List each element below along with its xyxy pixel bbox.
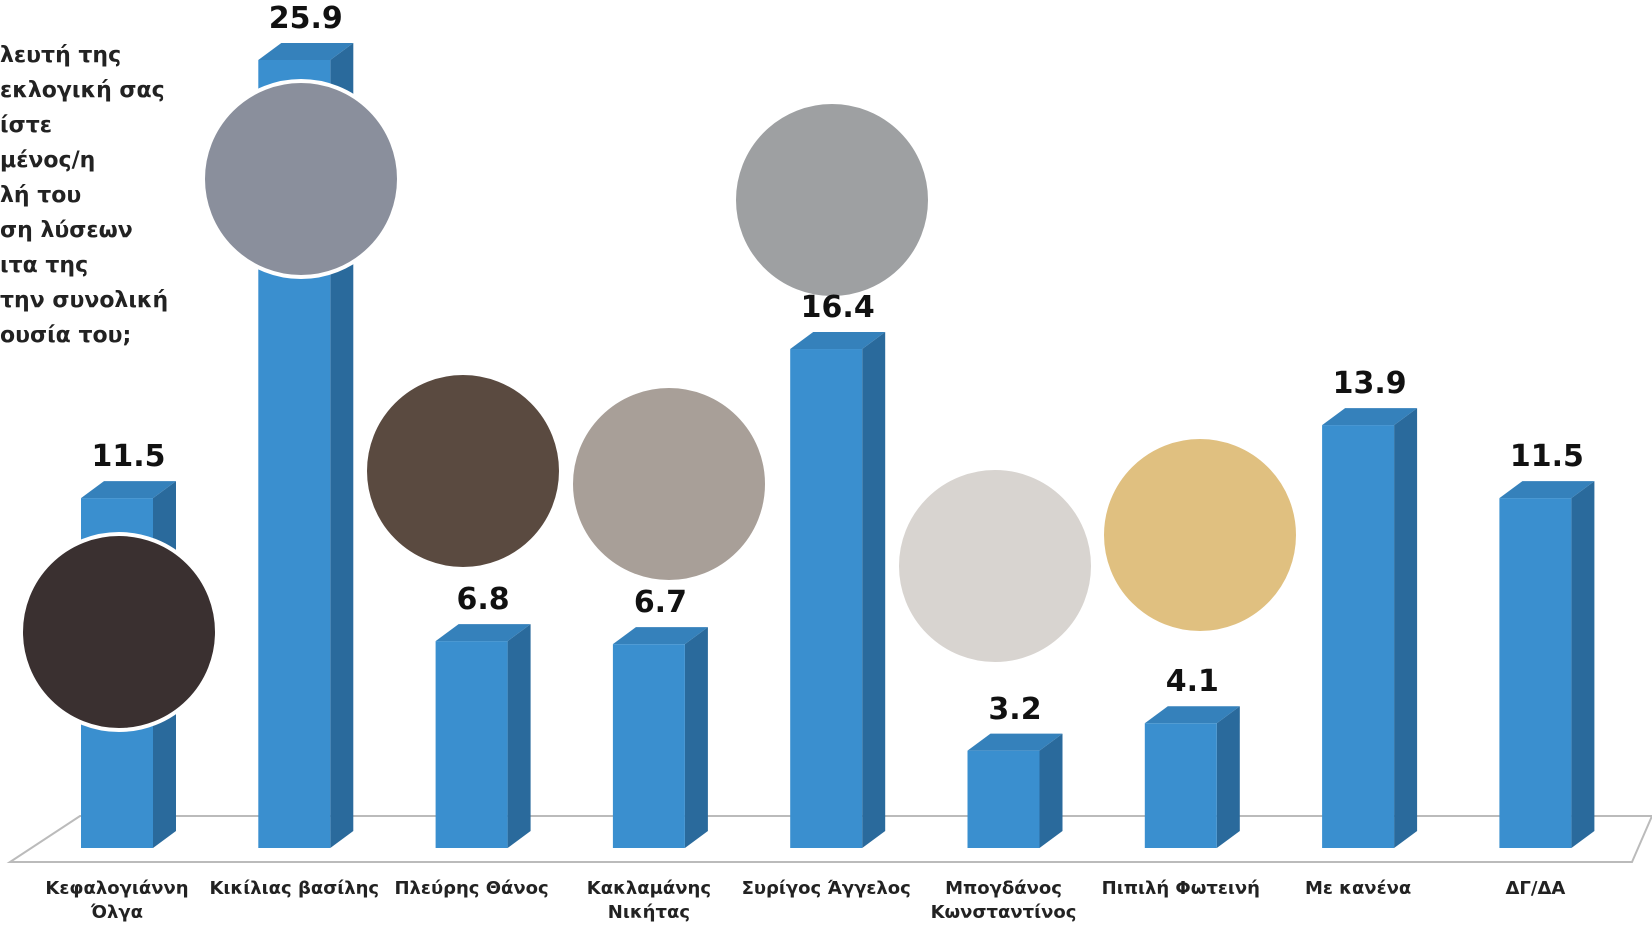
bar [1144, 723, 1217, 848]
question-text: λευτή της εκλογική σας ίστε μένος/η λή τ… [0, 43, 169, 348]
photo [19, 532, 219, 732]
floor [6, 815, 1652, 863]
value-label: 3.2 [988, 691, 1042, 727]
photo [201, 79, 401, 279]
photo [363, 371, 563, 571]
bar-side [1394, 408, 1418, 848]
bar-top [612, 627, 708, 645]
x-tick-label: Με κανένα [1304, 878, 1412, 899]
value-label: 6.7 [633, 585, 687, 621]
bar-top [1499, 481, 1595, 499]
value-label: 11.5 [1509, 439, 1584, 475]
bar-top [258, 43, 354, 60]
value-label: 25.9 [268, 1, 343, 36]
bar [435, 641, 508, 848]
photo [895, 466, 1095, 666]
x-tick-label: Μπογδάνος Κωνσταντίνος [930, 878, 1077, 923]
value-label: 4.1 [1165, 664, 1219, 700]
x-tick-label: Κικίλιας βασίλης [209, 878, 380, 899]
bar-side [684, 627, 708, 848]
x-tick-label: ΔΓ/ΔΑ [1505, 878, 1566, 899]
bar-side [1216, 706, 1240, 848]
value-label: 13.9 [1332, 366, 1407, 402]
x-tick-label: Κεφαλογιάννη Όλγα [45, 878, 189, 923]
bar [1499, 498, 1572, 848]
bar-top [1322, 408, 1418, 426]
value-label: 6.8 [456, 582, 510, 618]
x-tick-label: Πλεύρης Θάνος [394, 878, 549, 899]
bar-top [1144, 706, 1240, 724]
bar-side [507, 624, 531, 848]
bar [1322, 425, 1395, 848]
bar-top [790, 332, 886, 350]
bar-side [862, 332, 886, 848]
bar [612, 644, 685, 848]
bar-top [967, 733, 1063, 751]
x-tick-label: Κακλαμάνης Νικήτας [586, 878, 711, 923]
bar-top [435, 624, 531, 642]
bar [967, 750, 1040, 848]
bar [790, 349, 863, 848]
value-label: 16.4 [800, 290, 875, 326]
bar-top [81, 481, 176, 499]
photos [19, 79, 1300, 732]
x-tick-label: Συρίγος Άγγελος [741, 878, 911, 899]
photo [732, 100, 932, 300]
value-label: 11.5 [91, 439, 166, 475]
photo [569, 384, 769, 584]
x-tick-label: Πιπιλή Φωτεινή [1101, 878, 1260, 899]
photo [1100, 435, 1300, 635]
bar-side [1571, 481, 1595, 848]
bar-side [1039, 733, 1063, 848]
